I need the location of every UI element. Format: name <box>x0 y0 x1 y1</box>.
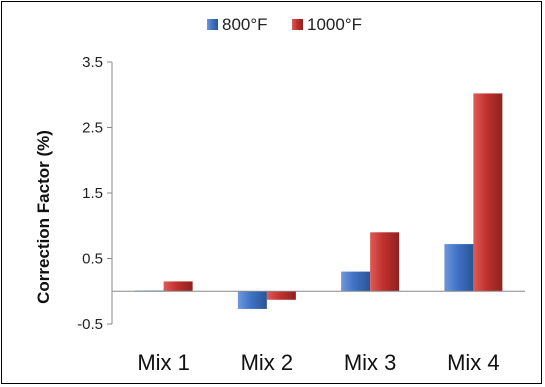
bars <box>134 93 503 309</box>
x-category-label: Mix 1 <box>137 350 190 375</box>
legend-label-1000f: 1000°F <box>307 15 362 34</box>
bar-mix-3-series-0 <box>341 271 371 292</box>
legend-swatch-800f <box>207 19 218 30</box>
bar-mix-2-series-0 <box>237 291 267 309</box>
y-tick-label: 2.5 <box>82 120 103 137</box>
legend: 800°F 1000°F <box>207 15 362 34</box>
y-axis-label: Correction Factor (%) <box>34 130 53 304</box>
y-tick-label: 0.5 <box>82 251 103 268</box>
y-axis-ticks: -0.5 0.5 1.5 2.5 3.5 <box>77 54 112 333</box>
legend-swatch-1000f <box>292 19 303 30</box>
x-category-label: Mix 3 <box>344 350 397 375</box>
x-category-label: Mix 4 <box>447 350 500 375</box>
y-tick-label: 1.5 <box>82 185 103 202</box>
x-category-label: Mix 2 <box>241 350 294 375</box>
legend-label-800f: 800°F <box>222 15 268 34</box>
bar-mix-4-series-1 <box>473 93 503 292</box>
y-tick-label: 3.5 <box>82 54 103 71</box>
category-labels: Mix 1 Mix 2 Mix 3 Mix 4 <box>137 350 499 375</box>
bar-mix-4-series-0 <box>444 244 474 292</box>
bar-mix-2-series-1 <box>266 291 296 300</box>
bar-mix-1-series-1 <box>163 281 193 292</box>
bar-mix-3-series-1 <box>370 232 400 292</box>
y-tick-label: -0.5 <box>77 316 103 333</box>
